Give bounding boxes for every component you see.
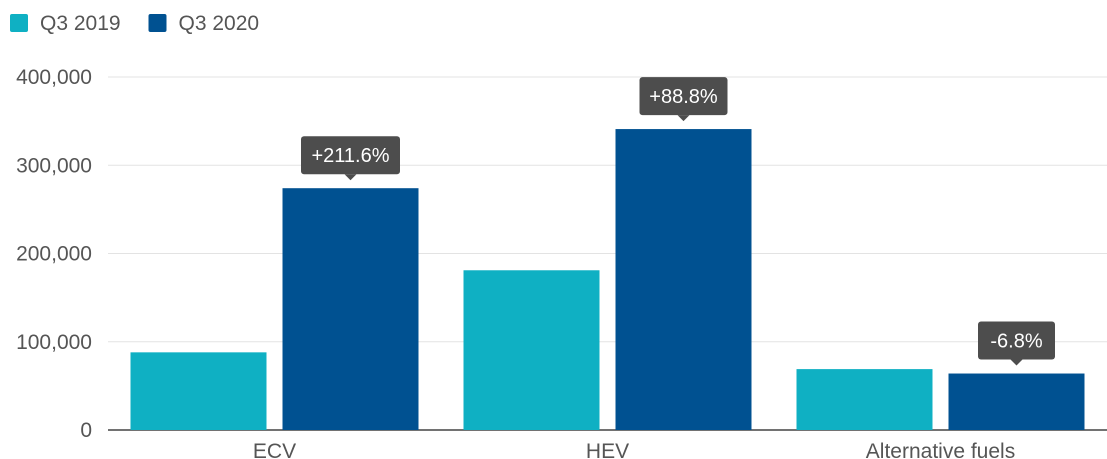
legend-swatch-2 — [148, 14, 167, 32]
bar-alternative-fuels-q3-2019 — [796, 369, 933, 430]
legend: Q3 2019 Q3 2020 — [10, 12, 259, 35]
annotation-box — [301, 136, 400, 175]
y-tick-label: 400,000 — [16, 66, 92, 89]
bar-hev-q3-2019 — [463, 270, 600, 430]
bar-ecv-q3-2020 — [282, 188, 419, 430]
annotation-label: +88.8% — [649, 86, 718, 108]
annotation-callout: +211.6% — [301, 136, 400, 181]
y-tick-label: 300,000 — [16, 154, 92, 177]
bar-ecv-q3-2019 — [130, 352, 267, 430]
annotation-box — [639, 77, 728, 116]
bar-hev-q3-2020 — [615, 129, 752, 430]
annotation-label: -6.8% — [990, 331, 1042, 353]
annotation-callout: -6.8% — [978, 321, 1055, 366]
legend-label-2: Q3 2020 — [179, 12, 260, 35]
y-tick-label: 100,000 — [16, 331, 92, 354]
x-tick-label: HEV — [586, 440, 629, 459]
x-tick-label: Alternative fuels — [866, 440, 1015, 459]
gridlines — [108, 76, 1107, 343]
x-axis: ECV HEV Alternative fuels — [253, 440, 1015, 459]
bars — [130, 129, 1085, 430]
y-tick-label: 200,000 — [16, 243, 92, 266]
annotation-pointer — [677, 115, 690, 122]
legend-label-1: Q3 2019 — [40, 12, 121, 35]
annotation-label: +211.6% — [311, 145, 389, 167]
y-axis: 0 100,000 200,000 300,000 400,000 — [16, 66, 1107, 442]
annotation-box — [978, 321, 1055, 360]
annotation-pointer — [1010, 359, 1023, 366]
annotation-callout: +88.8% — [639, 77, 728, 122]
annotation-pointer — [344, 174, 357, 181]
x-tick-label: ECV — [253, 440, 296, 459]
legend-swatch-1 — [10, 14, 28, 32]
annotations: +211.6% +88.8% -6.8% — [301, 77, 1055, 366]
y-tick-label: 0 — [80, 419, 92, 442]
bar-alternative-fuels-q3-2020 — [948, 373, 1085, 430]
